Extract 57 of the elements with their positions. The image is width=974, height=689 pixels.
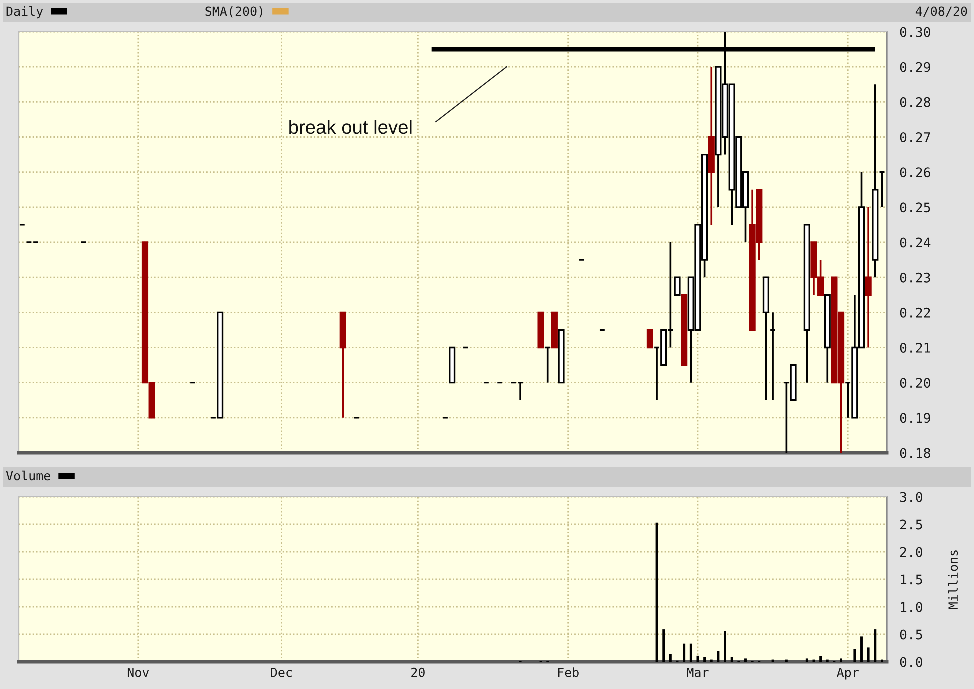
x-tick-label: Nov [128,668,150,678]
candlestick [865,206,872,349]
y-tick-label: 0.24 [900,238,931,248]
y-tick-label: 3.0 [900,492,922,502]
y-tick-label: 0.26 [900,168,930,178]
y-tick-label: 0.19 [900,413,930,424]
y-axis-title: Millions [948,550,958,610]
bar [717,651,720,662]
y-tick-label: 1.5 [901,574,922,585]
y-tick-label: 0.29 [900,62,930,72]
legend-label: Volume [6,470,50,481]
bar [860,636,863,662]
bar [744,658,747,662]
y-tick-label: 0.20 [900,378,930,388]
bar [683,644,686,662]
bar [730,657,734,662]
bar [874,630,877,662]
bar [662,630,666,662]
legend-label: SMA(200) [206,6,262,18]
x-tick-label: Apr [837,668,859,680]
y-tick-label: 0.22 [900,308,930,318]
y-tick-label: 0.21 [900,343,930,353]
bar [690,644,692,662]
y-tick-label: 0.28 [900,97,930,108]
y-tick-label: 0.0 [900,657,922,668]
x-tick-label: 20 [412,668,425,678]
candlestick [674,276,681,296]
bar [696,656,700,662]
candlestick [646,329,654,349]
legend-label: Daily [6,6,44,19]
bar [854,649,856,662]
x-tick-label: Mar [687,668,709,678]
candlestick [544,346,552,384]
bar [704,657,706,662]
bar [820,656,822,662]
y-tick-label: 2.5 [900,520,922,530]
bar [867,648,870,662]
text: 4/08/20 [916,6,968,18]
y-tick-label: 2.0 [900,547,922,558]
bar [806,658,808,662]
bar [669,654,672,662]
y-tick-label: 0.23 [900,272,930,283]
y-tick-label: 0.5 [900,630,922,640]
y-tick-label: 1.0 [901,602,922,612]
bar [840,658,843,662]
y-tick-label: 0.18 [900,448,930,458]
candlestick [517,382,524,402]
bar [656,522,658,662]
bar [724,631,726,662]
x-tick-label: Feb [558,668,579,678]
x-tick-label: Dec [271,668,292,678]
candlestick [878,171,886,208]
annotation: break out level [290,120,412,134]
y-tick-label: 0.30 [900,27,930,38]
candlestick [770,312,776,402]
y-tick-label: 0.27 [900,132,930,142]
y-tick-label: 0.25 [900,202,930,213]
